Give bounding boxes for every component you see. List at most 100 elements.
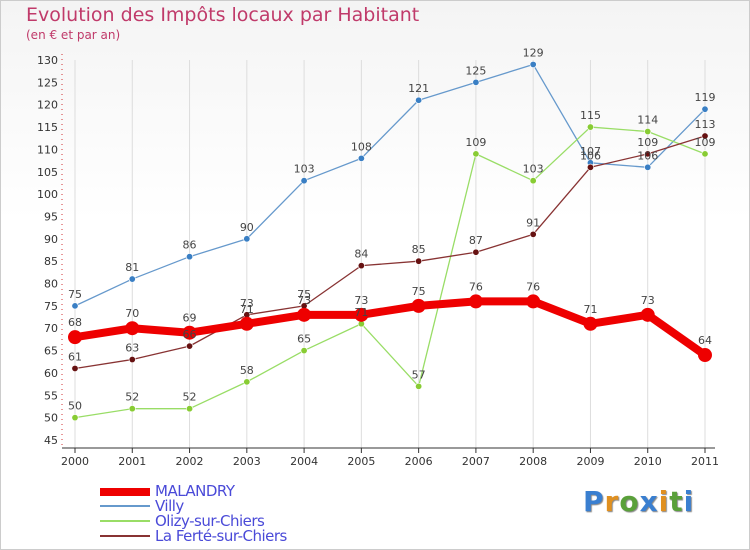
data-point <box>529 177 537 185</box>
legend-label: La Ferté-sur-Chiers <box>155 527 287 545</box>
legend-item: La Ferté-sur-Chiers <box>100 527 360 545</box>
series-line <box>74 126 706 419</box>
data-point <box>644 150 652 158</box>
y-tick-label: 100 <box>37 188 58 201</box>
x-tick-label: 2001 <box>118 455 146 468</box>
data-point <box>472 78 480 86</box>
data-label: 129 <box>523 46 544 59</box>
data-label: 90 <box>240 221 254 234</box>
data-point <box>644 128 652 136</box>
data-label: 63 <box>125 342 139 355</box>
brand-letter: i <box>658 485 670 518</box>
data-label: 75 <box>68 288 82 301</box>
brand-letter: P <box>583 485 605 518</box>
data-label: 109 <box>465 136 486 149</box>
data-label: 68 <box>68 316 82 329</box>
data-point <box>701 150 709 158</box>
legend-swatch <box>100 488 150 496</box>
series-villy <box>71 60 709 310</box>
data-label: 65 <box>297 333 311 346</box>
data-point <box>186 253 194 261</box>
data-label: 73 <box>641 294 655 307</box>
data-label: 119 <box>695 91 716 104</box>
data-point <box>128 275 136 283</box>
legend-swatch <box>100 535 150 537</box>
data-label: 103 <box>294 163 315 176</box>
legend: MALANDRY Villy Olizy-sur-Chiers La Ferté… <box>100 482 360 545</box>
x-tick-label: 2005 <box>347 455 375 468</box>
data-point <box>297 307 312 322</box>
data-label: 70 <box>125 307 139 320</box>
data-label: 81 <box>125 261 139 274</box>
x-tick-label: 2011 <box>691 455 719 468</box>
data-point <box>243 378 251 386</box>
data-point <box>529 230 537 238</box>
data-label: 76 <box>526 280 540 293</box>
data-point <box>71 414 79 422</box>
y-tick-label: 120 <box>37 99 58 112</box>
brand-letter: x <box>639 485 659 518</box>
legend-swatch <box>100 505 150 507</box>
y-tick-label: 75 <box>44 300 58 313</box>
y-tick-label: 95 <box>44 210 58 223</box>
data-point <box>357 262 365 270</box>
data-label: 66 <box>183 328 197 341</box>
y-tick-label: 110 <box>37 143 58 156</box>
data-point <box>68 330 82 345</box>
data-label: 75 <box>297 288 311 301</box>
data-label: 113 <box>695 118 716 131</box>
data-label: 114 <box>637 114 658 127</box>
legend-label: MALANDRY <box>155 482 235 500</box>
data-label: 107 <box>580 145 601 158</box>
data-point <box>415 96 423 104</box>
data-point <box>186 342 194 350</box>
data-point <box>644 163 652 171</box>
data-label: 75 <box>412 285 426 298</box>
data-point <box>125 321 140 336</box>
data-point <box>182 325 197 340</box>
legend-swatch <box>100 520 150 522</box>
y-tick-label: 50 <box>44 412 58 425</box>
data-point <box>415 382 423 390</box>
data-point <box>357 154 365 162</box>
legend-item: Olizy-sur-Chiers <box>100 512 360 530</box>
series-line <box>74 63 706 307</box>
data-point <box>128 405 136 413</box>
x-tick-label: 2004 <box>290 455 318 468</box>
y-tick-label: 70 <box>44 322 58 335</box>
data-label: 103 <box>523 163 544 176</box>
data-point <box>243 235 251 243</box>
brand-logo: Proxiti <box>583 485 694 518</box>
data-point <box>586 123 594 131</box>
data-label: 61 <box>68 350 82 363</box>
data-point <box>640 307 655 322</box>
data-label: 50 <box>68 400 82 413</box>
data-label: 125 <box>465 64 486 77</box>
y-tick-label: 115 <box>37 121 58 134</box>
data-label: 71 <box>583 303 597 316</box>
x-tick-label: 2002 <box>176 455 204 468</box>
series-line <box>74 135 706 370</box>
brand-letter: o <box>619 485 640 518</box>
data-point <box>472 150 480 158</box>
y-tick-label: 130 <box>37 54 58 67</box>
y-tick-label: 105 <box>37 166 58 179</box>
x-tick-label: 2007 <box>462 455 490 468</box>
chart-title: Evolution des Impôts locaux par Habitant <box>26 4 420 26</box>
data-point <box>701 132 709 140</box>
data-label: 73 <box>297 294 311 307</box>
data-label: 87 <box>469 234 483 247</box>
x-tick-label: 2010 <box>634 455 662 468</box>
data-label: 121 <box>408 82 429 95</box>
brand-letter: t <box>669 485 684 518</box>
data-label: 108 <box>351 140 372 153</box>
data-point <box>472 248 480 256</box>
data-label: 64 <box>698 334 712 347</box>
data-label: 115 <box>580 109 601 122</box>
series-la-fert-sur-chiers <box>71 132 709 372</box>
x-tick-label: 2008 <box>519 455 547 468</box>
data-label: 58 <box>240 364 254 377</box>
data-label: 52 <box>125 391 139 404</box>
